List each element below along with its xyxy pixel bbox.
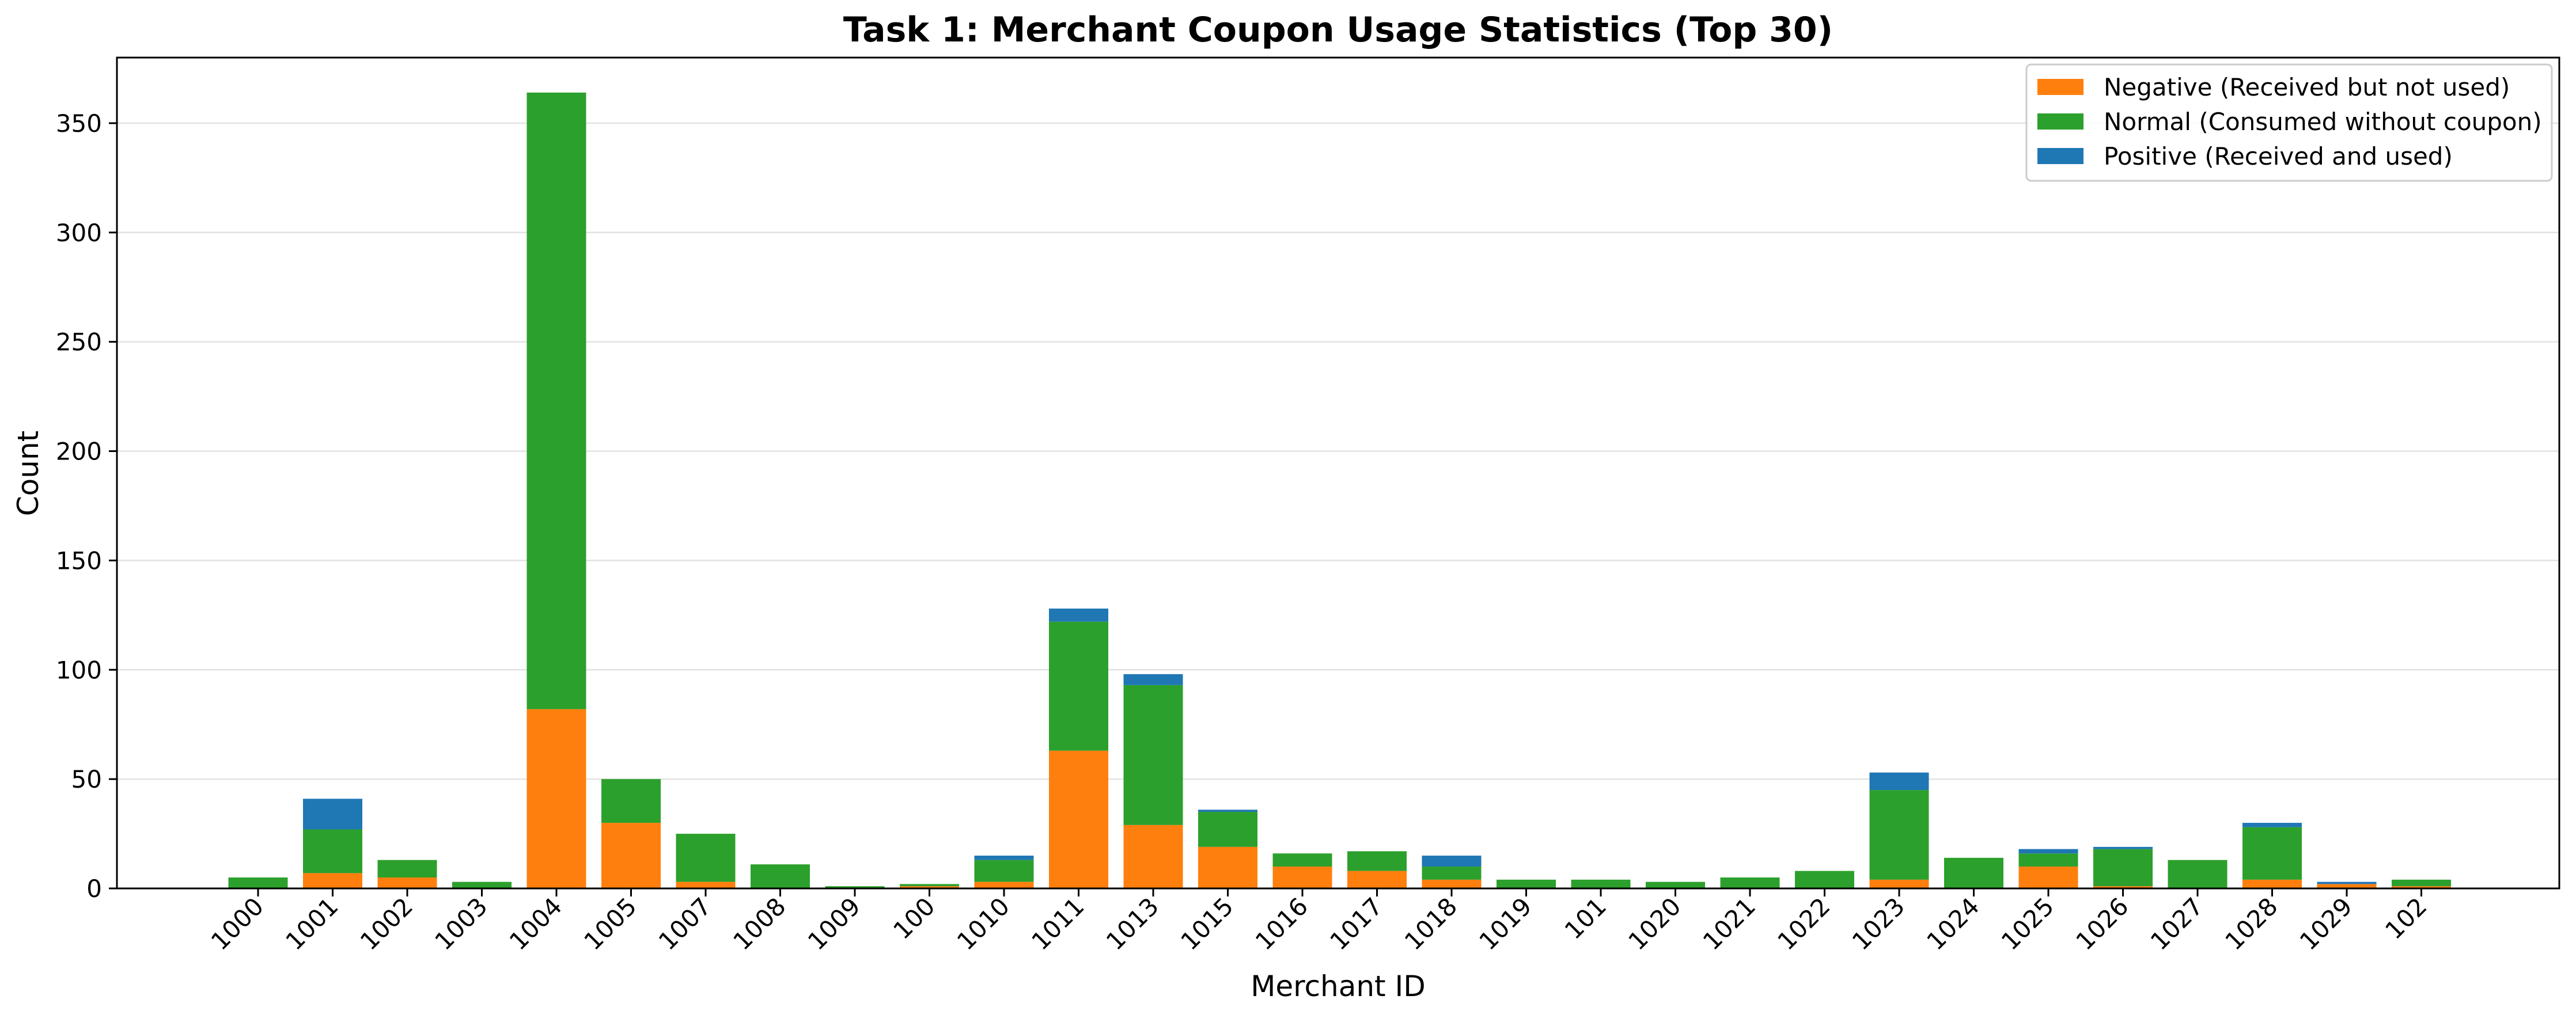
legend-swatch-positive <box>2037 148 2083 164</box>
bar-segment-negative <box>1869 879 1929 888</box>
bar-segment-positive <box>303 799 362 830</box>
bar-segment-normal <box>1049 621 1108 751</box>
bar-segment-positive <box>974 856 1034 860</box>
x-axis-label: Merchant ID <box>1251 970 1426 1003</box>
bar-segment-negative <box>2018 867 2078 888</box>
bar-segment-normal <box>228 877 288 888</box>
bar-segment-positive <box>1422 856 1482 867</box>
bar-segment-negative <box>1123 825 1183 888</box>
bar-segment-normal <box>1944 857 2003 888</box>
bar-segment-normal <box>676 834 736 882</box>
y-tick-label: 100 <box>56 656 102 684</box>
bar-segment-normal <box>452 882 512 888</box>
chart-title: Task 1: Merchant Coupon Usage Statistics… <box>843 10 1833 50</box>
bar-segment-normal <box>1720 877 1780 888</box>
bar-segment-normal <box>825 886 885 888</box>
bar-segment-positive <box>2317 882 2377 884</box>
bar-segment-positive <box>1869 772 1929 791</box>
bar-segment-normal <box>1795 871 1854 888</box>
bar-segment-normal <box>1272 853 1332 867</box>
plot-frame <box>116 56 2560 890</box>
bar-segment-negative <box>526 709 586 888</box>
legend-swatch-negative <box>2037 79 2083 95</box>
bar-segment-negative <box>2392 886 2451 888</box>
bar-segment-negative <box>1422 879 1482 888</box>
bar-segment-positive <box>1123 674 1183 685</box>
bar-segment-positive <box>1198 810 1257 812</box>
bar-segment-normal <box>1123 685 1183 825</box>
bar-segment-negative <box>377 877 437 888</box>
bar-segment-normal <box>1422 867 1482 880</box>
bar-segment-negative <box>2093 886 2153 888</box>
bar-segment-normal <box>1869 790 1929 880</box>
bar-segment-negative <box>900 886 959 888</box>
y-tick-label: 200 <box>56 438 102 466</box>
y-tick-label: 150 <box>56 546 102 575</box>
bar-segment-negative <box>1347 871 1407 888</box>
legend: Negative (Received but not used) Normal … <box>2025 63 2553 182</box>
bar-segment-normal <box>1198 812 1257 847</box>
bar-segment-normal <box>2168 860 2228 888</box>
bar-segment-normal <box>2392 879 2451 887</box>
legend-label-normal: Normal (Consumed without coupon) <box>2104 108 2542 136</box>
bar-segment-positive <box>2018 849 2078 854</box>
legend-label-positive: Positive (Received and used) <box>2104 142 2453 170</box>
bar-segment-normal <box>601 779 661 823</box>
bar-segment-normal <box>377 860 437 878</box>
bar-segment-negative <box>2242 879 2302 888</box>
bar-segment-normal <box>2018 853 2078 867</box>
bar-segment-negative <box>1049 750 1108 888</box>
bar-segment-positive <box>1049 608 1108 622</box>
bar-segment-normal <box>526 92 586 709</box>
legend-frame <box>2025 63 2553 182</box>
y-axis-label: Count <box>12 431 45 516</box>
bar-segment-negative <box>601 823 661 888</box>
bar-segment-normal <box>751 864 810 888</box>
bar-segment-negative <box>2317 884 2377 888</box>
bar-segment-negative <box>974 882 1034 888</box>
bar-segment-normal <box>974 860 1034 882</box>
bar-segment-negative <box>676 882 736 888</box>
y-tick-label: 350 <box>56 109 102 138</box>
bar-segment-negative <box>1198 846 1257 888</box>
legend-swatch-normal <box>2037 113 2083 130</box>
bar-segment-normal <box>303 829 362 873</box>
bar-segment-normal <box>900 884 959 887</box>
bar-segment-positive <box>2093 846 2153 849</box>
bar-segment-negative <box>1272 867 1332 888</box>
bar-segment-normal <box>1571 879 1631 888</box>
bar-segment-positive <box>2242 823 2302 827</box>
bar-segment-normal <box>1347 851 1407 871</box>
bars <box>228 92 2451 888</box>
legend-label-negative: Negative (Received but not used) <box>2104 73 2510 101</box>
bar-segment-normal <box>1497 879 1556 888</box>
y-tick-label: 300 <box>56 219 102 247</box>
bar-segment-normal <box>1646 882 1705 888</box>
bar-segment-normal <box>2093 849 2153 887</box>
y-tick-label: 0 <box>86 875 102 903</box>
y-tick-label: 250 <box>56 328 102 356</box>
bar-segment-negative <box>303 873 362 888</box>
bar-segment-normal <box>2242 827 2302 880</box>
y-tick-label: 50 <box>71 765 102 793</box>
